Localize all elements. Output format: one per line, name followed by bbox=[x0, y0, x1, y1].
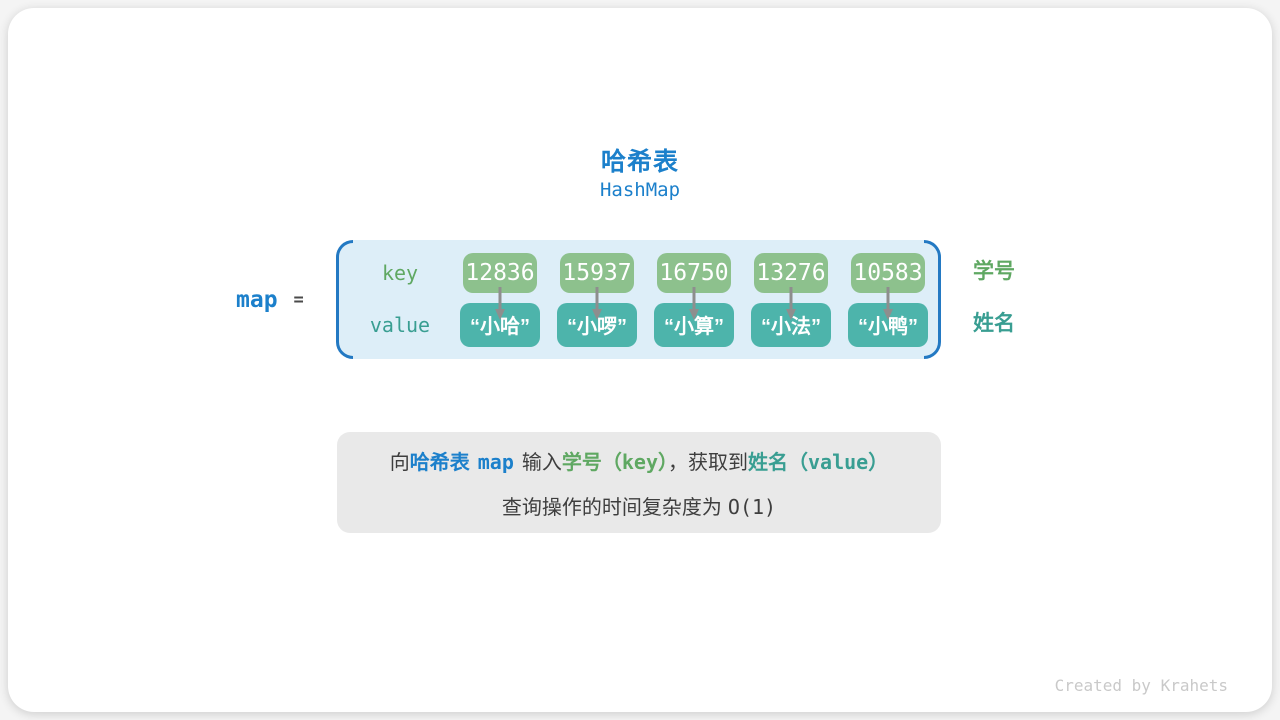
key-value-pair: 15937 “小啰” bbox=[557, 252, 637, 347]
caption-text: value bbox=[808, 449, 869, 474]
map-assignment: map = bbox=[236, 240, 304, 359]
key-value-pair: 13276 “小法” bbox=[751, 252, 831, 347]
caption-text: ） bbox=[868, 451, 889, 474]
value-box: “小啰” bbox=[557, 302, 637, 347]
key-box: 10583 bbox=[851, 252, 925, 293]
page-subtitle: HashMap bbox=[599, 179, 681, 201]
key-value-pair: 10583 “小鸭” bbox=[848, 252, 928, 347]
row-labels: key value bbox=[352, 253, 448, 347]
caption-line-2: 查询操作的时间复杂度为 O(1) bbox=[502, 491, 776, 520]
key-box: 13276 bbox=[754, 252, 828, 293]
arrow-down-icon bbox=[883, 286, 893, 320]
caption-text: key bbox=[621, 449, 659, 474]
caption-text: O(1) bbox=[727, 494, 777, 519]
key-box: 12836 bbox=[463, 252, 537, 293]
key-value-pair: 12836 “小哈” bbox=[460, 252, 540, 347]
caption-text: 查询操作的时间复杂度为 bbox=[501, 496, 722, 519]
arrow-down-icon bbox=[786, 286, 796, 320]
key-box: 15937 bbox=[560, 252, 634, 293]
caption-text: 学号（ bbox=[561, 451, 622, 474]
map-variable-name: map bbox=[236, 286, 278, 313]
side-label-student-id: 学号 bbox=[973, 260, 1015, 283]
key-value-pair: 16750 “小算” bbox=[654, 252, 734, 347]
arrow-down-icon bbox=[495, 286, 505, 320]
key-row-label: key bbox=[381, 260, 419, 285]
left-bracket bbox=[336, 240, 353, 359]
key-value-pairs: 12836 “小哈” 15937 “小啰” 16750 bbox=[460, 252, 928, 347]
caption-text: map bbox=[477, 449, 514, 474]
caption-box: 向哈希表 map 输入学号（key），获取到姓名（value） 查询操作的时间复杂度… bbox=[337, 432, 941, 533]
value-box: “小鸭” bbox=[848, 302, 928, 347]
arrow-down-icon bbox=[592, 286, 602, 320]
hashmap-container: key value 12836 “小哈” 15937 “小啰” bbox=[336, 240, 941, 359]
caption-text: ，获取到 bbox=[668, 451, 749, 474]
caption-text: ） bbox=[658, 451, 669, 474]
figure-card: 哈希表 HashMap map = key value 12836 “小哈” 1… bbox=[8, 8, 1272, 712]
value-row-label: value bbox=[369, 312, 431, 337]
caption-text: 姓名（ bbox=[748, 451, 809, 474]
caption-text: 输入 bbox=[521, 451, 562, 474]
equals-sign: = bbox=[293, 289, 304, 310]
caption-text: 哈希表 bbox=[409, 451, 470, 474]
value-box: “小法” bbox=[751, 302, 831, 347]
side-label-name: 姓名 bbox=[973, 312, 1015, 335]
caption-text: 向 bbox=[389, 451, 410, 474]
key-box: 16750 bbox=[657, 252, 731, 293]
page-title: 哈希表 bbox=[600, 148, 679, 176]
caption-line-1: 向哈希表 map 输入学号（key），获取到姓名（value） bbox=[390, 446, 888, 475]
credit-text: Created by Krahets bbox=[1054, 676, 1228, 695]
arrow-down-icon bbox=[689, 286, 699, 320]
